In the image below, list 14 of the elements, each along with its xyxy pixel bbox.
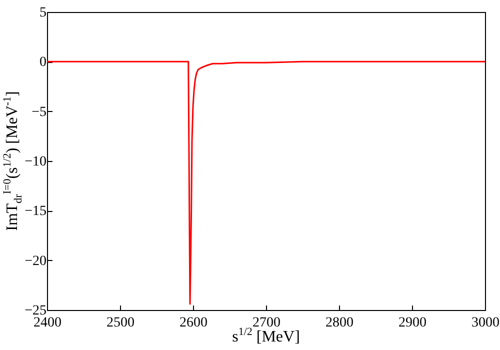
x-tick-label: 2800 xyxy=(326,316,354,330)
x-tick-label: 2900 xyxy=(398,316,426,330)
y-tick-label: −20 xyxy=(24,254,46,269)
x-tick-label: 2500 xyxy=(106,316,134,330)
x-tick-label: 2600 xyxy=(180,316,208,330)
y-tick-label: 5 xyxy=(40,6,46,20)
line-series xyxy=(47,60,485,305)
y-tick-label: −25 xyxy=(24,304,46,318)
y-tick-label: −5 xyxy=(32,104,46,120)
y-tick-label: −15 xyxy=(24,204,46,220)
y-tick-label: 0 xyxy=(40,55,46,70)
x-tick-label: 2400 xyxy=(34,316,62,330)
y-tick-label: −10 xyxy=(24,154,46,170)
x-tick-label: 3000 xyxy=(472,316,500,330)
